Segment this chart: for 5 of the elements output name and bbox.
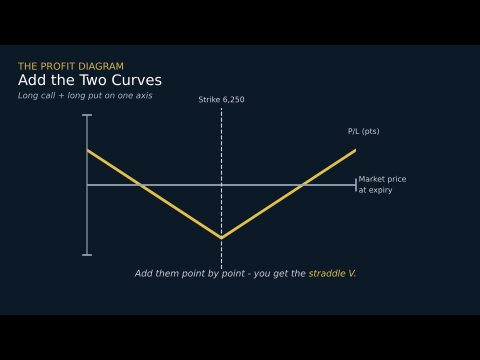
text: straddle V. [308, 270, 356, 277]
text: THE PROFIT DIAGRAM [18, 62, 124, 70]
chart-subtitle: Long call + long put on one axis [18, 92, 152, 100]
text: Add them point by point - you get the [134, 270, 306, 278]
chart-title: Add the Two Curves [18, 74, 162, 86]
